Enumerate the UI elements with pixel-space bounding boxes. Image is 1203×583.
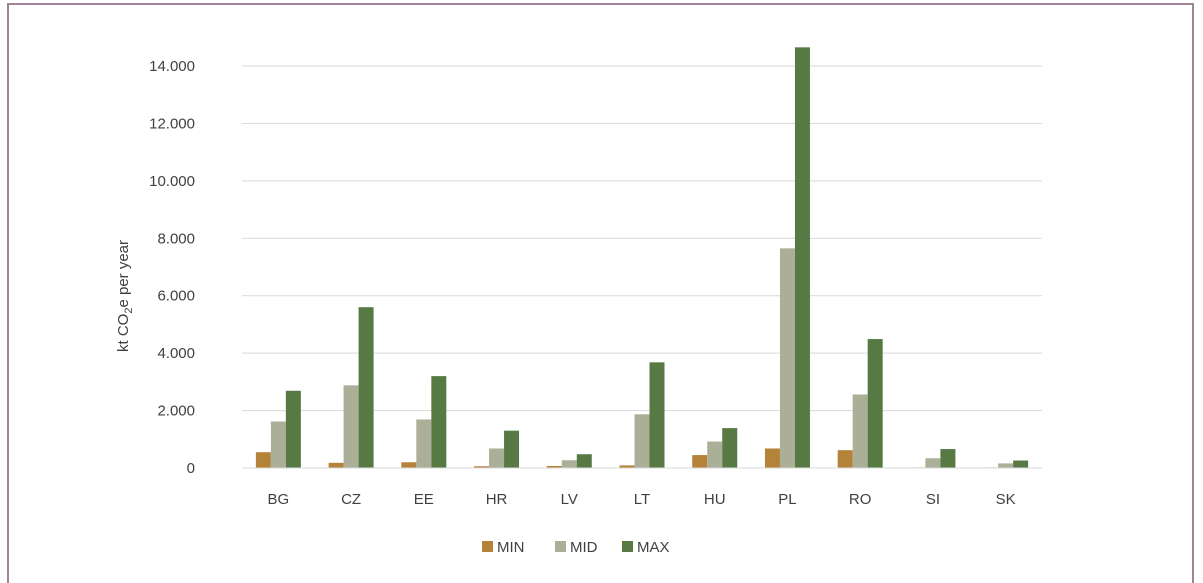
chart-frame (7, 3, 1194, 583)
legend-swatch-mid (555, 541, 566, 552)
bar-max-sk (1013, 460, 1029, 468)
bar-min-ro (837, 450, 853, 468)
y-tick-label: 14.000 (149, 58, 195, 75)
bar-max-hr (504, 430, 520, 468)
y-tick-label: 2.000 (157, 403, 195, 420)
bar-min-lv (546, 465, 562, 468)
legend: MIN MID MAX (482, 539, 670, 556)
legend-label-max: MAX (637, 539, 670, 556)
bar-min-bg (255, 452, 271, 468)
bar-mid-pl (779, 248, 795, 468)
legend-swatch-max (622, 541, 633, 552)
bars (255, 47, 1029, 468)
bar-min-hr (474, 466, 490, 468)
legend-label-min: MIN (497, 539, 525, 556)
bar-chart: 02.0004.0006.0008.00010.00012.00014.000 … (115, 47, 1042, 556)
y-tick-label: 0 (187, 460, 195, 477)
y-tick-label: 12.000 (149, 115, 195, 132)
bar-min-hu (692, 455, 708, 468)
y-axis-label: kt CO2e per year (115, 240, 135, 352)
bar-mid-bg (270, 421, 286, 468)
bar-min-lt (619, 465, 635, 468)
x-tick-label: SK (996, 491, 1016, 508)
bar-mid-ro (852, 394, 868, 468)
bar-max-cz (358, 307, 374, 468)
bar-mid-lv (561, 460, 577, 468)
bar-max-bg (285, 390, 301, 468)
bar-mid-cz (343, 385, 359, 468)
legend-swatch-min (482, 541, 493, 552)
bar-mid-hu (707, 441, 723, 468)
bar-mid-ee (416, 419, 432, 468)
bar-max-lt (649, 362, 665, 468)
bar-min-ee (401, 462, 417, 468)
y-tick-label: 4.000 (157, 345, 195, 362)
bar-max-si (940, 449, 956, 468)
bar-mid-si (925, 458, 941, 468)
y-tick-label: 8.000 (157, 230, 195, 247)
bar-mid-hr (489, 448, 505, 468)
bar-max-pl (794, 47, 810, 468)
bar-max-lv (576, 454, 592, 468)
x-tick-label: CZ (341, 491, 361, 508)
y-tick-label: 10.000 (149, 173, 195, 190)
bar-max-ee (431, 376, 447, 468)
x-tick-label: LV (561, 491, 578, 508)
bar-max-ro (867, 339, 883, 468)
x-tick-label: HR (486, 491, 508, 508)
x-tick-label: LT (634, 491, 650, 508)
x-tick-label: PL (778, 491, 796, 508)
bar-min-pl (764, 448, 780, 468)
x-tick-label: HU (704, 491, 726, 508)
x-tick-label: RO (849, 491, 872, 508)
bar-mid-lt (634, 414, 650, 468)
x-axis-categories: BG CZ EE HR LV LT HU PL RO SI SK (268, 491, 1016, 508)
y-axis-ticks: 0 2.000 4.000 6.000 8.000 10.000 12.000 14.000 (149, 58, 195, 477)
bar-max-hu (722, 428, 738, 468)
bar-min-cz (328, 462, 344, 468)
gridlines (242, 65, 1042, 412)
x-tick-label: BG (268, 491, 290, 508)
legend-label-mid: MID (570, 539, 598, 556)
x-tick-label: SI (926, 491, 940, 508)
y-tick-label: 6.000 (157, 288, 195, 305)
bar-mid-sk (998, 463, 1014, 468)
x-tick-label: EE (414, 491, 434, 508)
